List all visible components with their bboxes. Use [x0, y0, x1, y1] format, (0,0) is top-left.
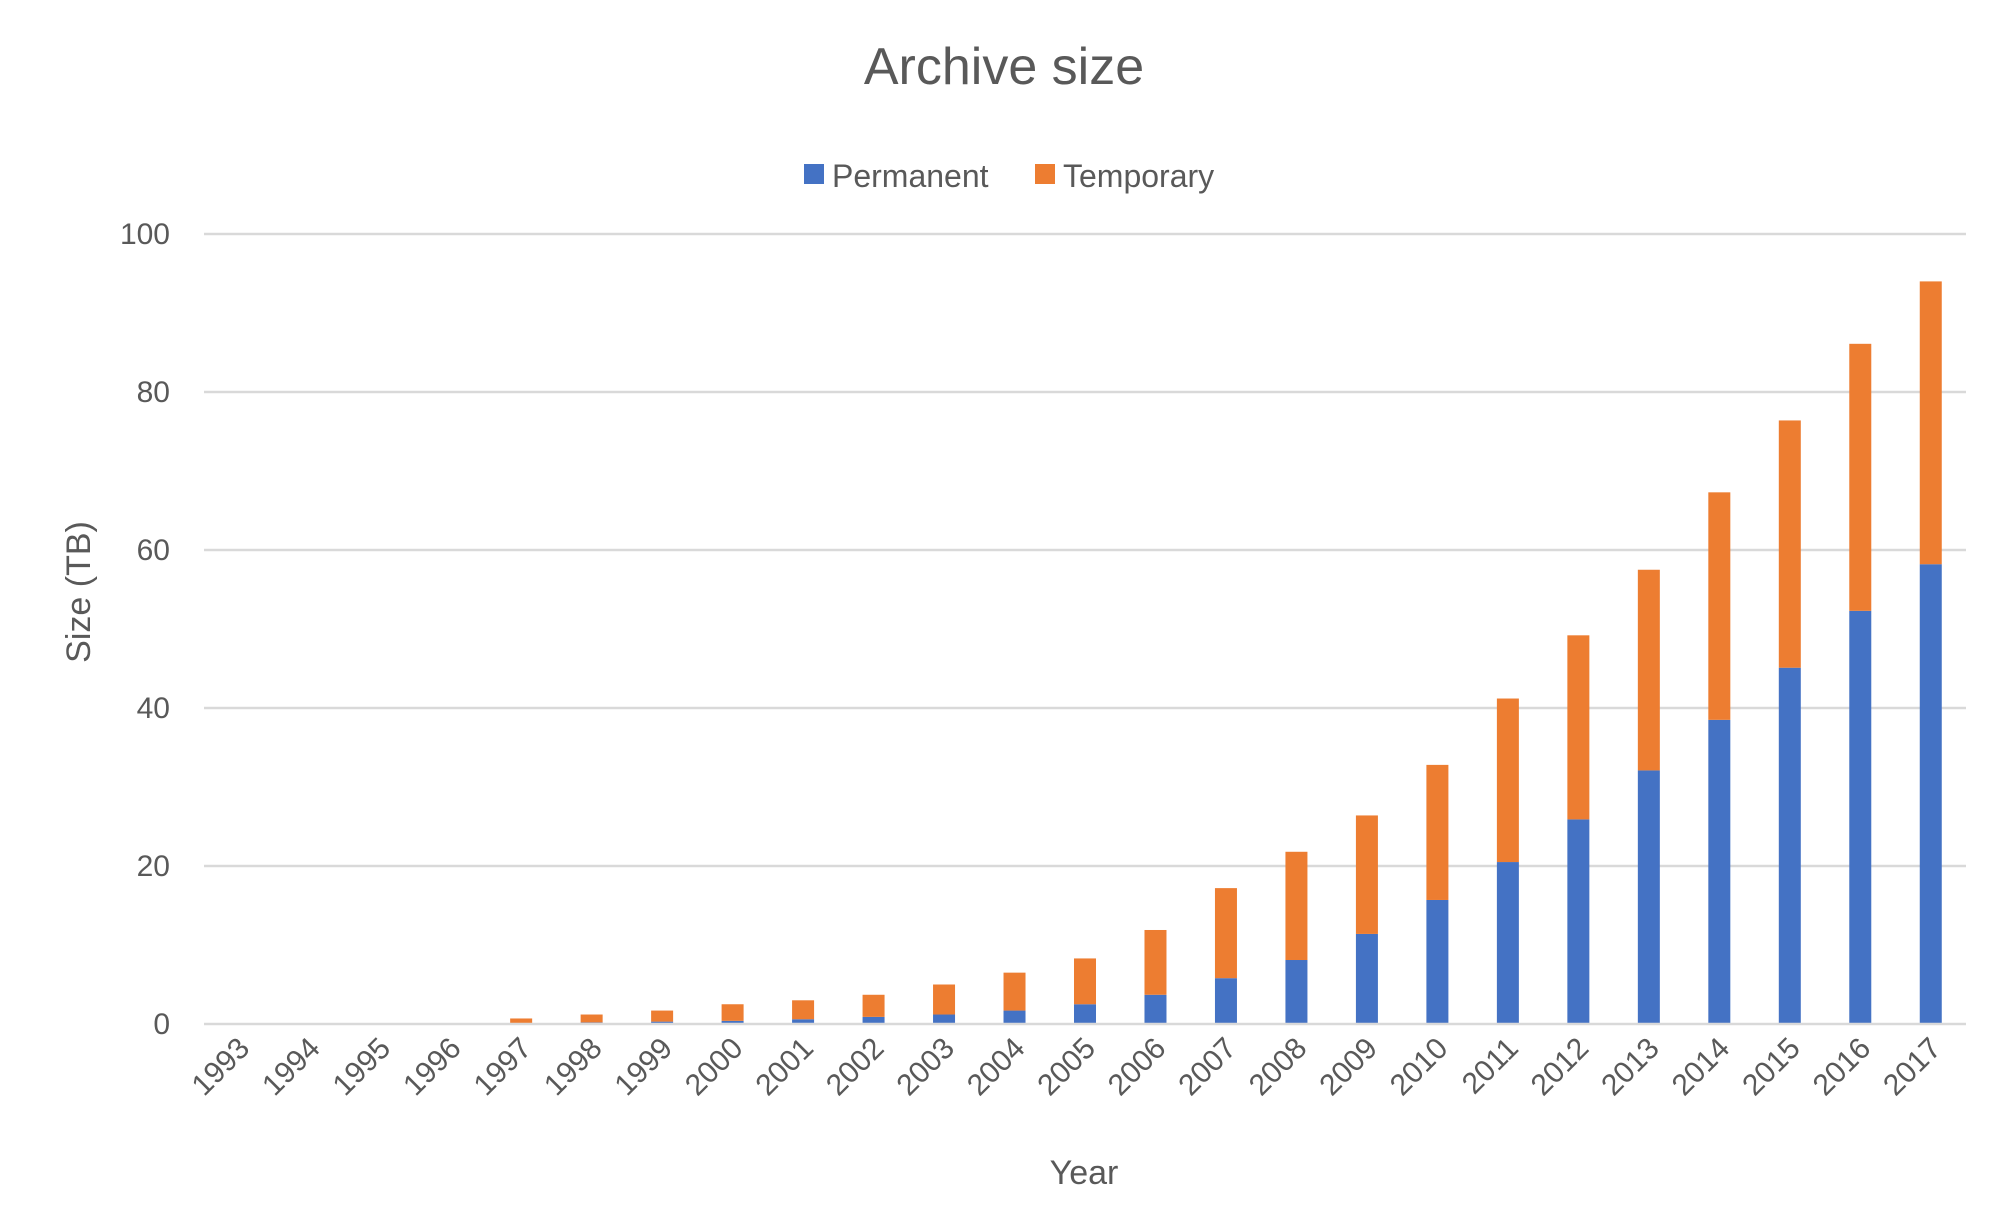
bars [510, 281, 1942, 1024]
bar-temporary-2003 [933, 984, 956, 1015]
bar-temporary-2001 [792, 1000, 815, 1020]
legend-label-permanent: Permanent [832, 158, 989, 194]
bar-temporary-2005 [1074, 958, 1096, 1005]
x-tick-label: 1995 [327, 1032, 398, 1103]
x-tick-label: 1994 [256, 1032, 327, 1103]
y-tick-label: 40 [137, 692, 170, 725]
x-axis-title: Year [1050, 1154, 1119, 1192]
bar-permanent-2007 [1214, 978, 1237, 1024]
x-tick-label: 2009 [1313, 1032, 1384, 1103]
y-axis-ticks: 0 20 40 60 80 100 [120, 218, 170, 1041]
bar-permanent-2011 [1496, 862, 1519, 1024]
gridlines [204, 232, 1966, 868]
x-tick-label: 2014 [1666, 1032, 1737, 1103]
x-tick-label: 2015 [1736, 1032, 1807, 1103]
x-tick-label: 2000 [679, 1032, 750, 1103]
legend-label-temporary: Temporary [1063, 158, 1214, 194]
legend-swatch-permanent [804, 164, 824, 184]
bar-temporary-2017 [1919, 281, 1942, 565]
x-axis-ticks: 1993 1994 1995 1996 1997 1998 1999 2000 2001 2002… [186, 1032, 1948, 1103]
x-tick-label: 2012 [1525, 1032, 1596, 1103]
y-tick-label: 60 [137, 534, 170, 567]
bar-permanent-2010 [1426, 899, 1449, 1024]
x-tick-label: 2004 [961, 1032, 1032, 1103]
x-tick-label: 2005 [1031, 1032, 1102, 1103]
bar-permanent-2002 [862, 1016, 885, 1024]
bar-permanent-2014 [1708, 719, 1731, 1024]
bar-temporary-1997 [510, 1018, 533, 1024]
y-axis-title: Size (TB) [60, 521, 98, 663]
x-tick-label: 2006 [1102, 1032, 1173, 1103]
y-tick-label: 20 [137, 850, 170, 883]
bar-permanent-2009 [1355, 933, 1378, 1024]
bar-permanent-2015 [1778, 667, 1801, 1024]
bar-temporary-2009 [1355, 815, 1378, 934]
bar-permanent-2008 [1285, 960, 1308, 1024]
bar-temporary-2016 [1849, 343, 1872, 611]
x-tick-label: 1999 [609, 1032, 680, 1103]
bar-temporary-1998 [580, 1014, 603, 1023]
bar-permanent-2001 [792, 1019, 815, 1024]
bar-temporary-2000 [721, 1004, 744, 1021]
bar-temporary-2010 [1426, 764, 1449, 900]
x-tick-label: 2008 [1243, 1032, 1314, 1103]
bar-temporary-2014 [1708, 492, 1731, 720]
x-tick-label: 2013 [1595, 1032, 1666, 1103]
x-tick-label: 1998 [538, 1032, 609, 1103]
x-tick-label: 2003 [890, 1032, 961, 1103]
bar-temporary-2007 [1214, 888, 1237, 979]
x-tick-label: 2007 [1172, 1032, 1243, 1103]
bar-temporary-2008 [1285, 851, 1308, 961]
x-tick-label: 1996 [397, 1032, 468, 1103]
legend: Permanent Temporary [804, 158, 1214, 194]
bar-temporary-2012 [1567, 635, 1590, 820]
x-tick-label: 2017 [1877, 1032, 1948, 1103]
bar-permanent-2006 [1144, 994, 1167, 1024]
x-tick-label: 2011 [1456, 1032, 1525, 1101]
x-tick-label: 1993 [186, 1032, 257, 1103]
y-tick-label: 100 [120, 218, 170, 251]
bar-permanent-2003 [933, 1014, 956, 1024]
legend-swatch-temporary [1035, 164, 1055, 184]
bar-temporary-2011 [1496, 698, 1519, 863]
x-tick-label: 2010 [1384, 1032, 1455, 1103]
x-tick-label: 1997 [468, 1032, 539, 1103]
bar-temporary-2015 [1778, 420, 1801, 668]
bar-permanent-2005 [1074, 1004, 1096, 1024]
y-tick-label: 0 [153, 1008, 170, 1041]
bar-permanent-2017 [1919, 564, 1942, 1024]
bar-permanent-2000 [721, 1020, 744, 1024]
bar-permanent-2013 [1637, 770, 1660, 1024]
bar-permanent-2012 [1567, 819, 1590, 1024]
bar-temporary-2006 [1144, 929, 1167, 995]
bar-temporary-2004 [1003, 972, 1026, 1011]
chart-title: Archive size [864, 38, 1144, 96]
y-tick-label: 80 [137, 376, 170, 409]
x-tick-label: 2016 [1807, 1032, 1878, 1103]
x-tick-label: 2002 [820, 1032, 891, 1103]
bar-temporary-1999 [651, 1010, 674, 1022]
bar-temporary-2013 [1637, 569, 1660, 771]
bar-permanent-2004 [1003, 1010, 1026, 1024]
bar-permanent-2016 [1849, 610, 1872, 1024]
x-tick-label: 2001 [749, 1032, 820, 1103]
bar-temporary-2002 [862, 994, 885, 1017]
